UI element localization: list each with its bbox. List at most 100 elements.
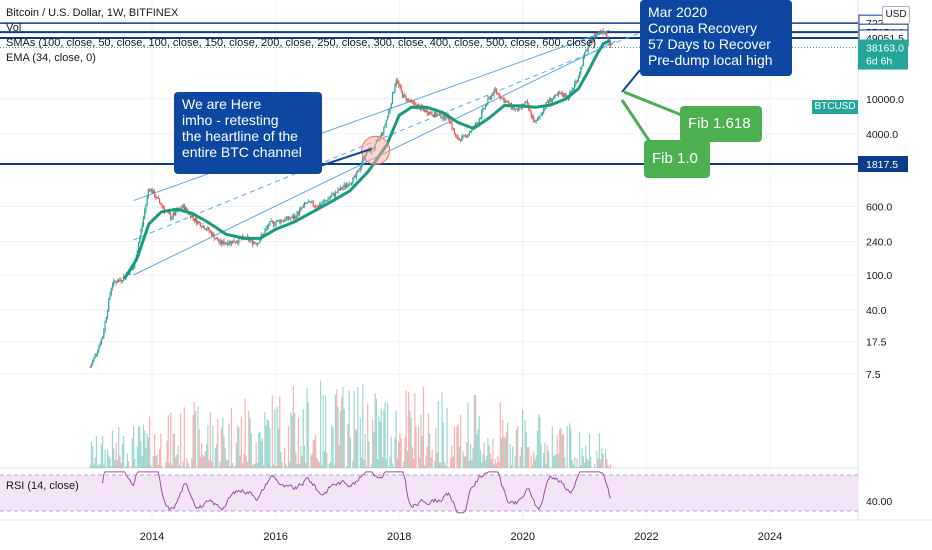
candle-body [326, 200, 328, 202]
candle-body [264, 230, 266, 235]
volume-bar [431, 449, 433, 468]
volume-bar [111, 430, 114, 468]
candle-body [249, 240, 251, 242]
volume-bar [239, 455, 241, 468]
volume-bar [103, 464, 105, 468]
callout-arrows [319, 69, 685, 167]
candle-body [202, 225, 204, 228]
volume-bar [399, 433, 401, 468]
volume-bar [473, 395, 475, 468]
volume-bar [279, 396, 281, 468]
volume-bar [131, 438, 133, 468]
candle-body [585, 50, 587, 53]
candle-body [482, 108, 484, 112]
volume-bar [607, 465, 609, 468]
candle-body [258, 242, 260, 244]
channel-line [133, 29, 647, 241]
candle-body [523, 103, 525, 106]
candle-body [161, 205, 163, 207]
volume-bar [466, 442, 468, 468]
candle-body [225, 242, 228, 244]
volume-bar [551, 426, 553, 468]
time-axis[interactable]: 2014 2016 2018 2020 2022 2024 [140, 531, 782, 543]
volume-bar [395, 410, 397, 468]
here-marker [361, 135, 391, 165]
candle-body [591, 38, 593, 43]
candle-body [606, 32, 608, 37]
volume-bar [352, 460, 354, 468]
candle-body [595, 35, 597, 37]
candle-body [89, 367, 91, 369]
candle-body [311, 201, 313, 203]
candle-body [105, 317, 107, 322]
volume-bar [254, 463, 256, 468]
volume-bar [238, 427, 240, 468]
price-axis[interactable]: 650000.0250000.010000.04000.0600.0240.01… [858, 0, 910, 508]
callout-line: 57 Days to Recover [648, 36, 771, 52]
candle-body [261, 234, 264, 236]
x-tick-label: 2016 [263, 531, 287, 543]
volume-bar [245, 455, 247, 468]
volume-bar [227, 459, 229, 468]
volume-bar [140, 441, 142, 468]
candle-body [455, 134, 457, 137]
callout-line: We are Here [182, 96, 262, 112]
candle-body [303, 202, 306, 206]
volume-bar [202, 455, 204, 468]
candle-body [544, 107, 546, 109]
volume-bar [99, 464, 101, 468]
candle-body [460, 138, 462, 142]
volume-bar [367, 403, 369, 468]
volume-bar [512, 446, 514, 468]
volume-bar [317, 460, 319, 468]
volume-bar [460, 414, 462, 468]
candle-body [269, 221, 271, 226]
volume-bar [404, 437, 406, 468]
volume-bar [134, 458, 136, 468]
volume-bar [280, 452, 282, 468]
candle-body [348, 184, 350, 187]
volume-bar [264, 411, 266, 468]
volume-bar [234, 465, 236, 468]
candle-body [113, 280, 115, 285]
volume-bar [285, 464, 287, 468]
volume-bar [328, 463, 330, 468]
y-tick-label: 10000.0 [866, 94, 904, 106]
volume-bar [517, 426, 519, 468]
candle-body [307, 201, 309, 203]
volume-bar [152, 456, 154, 468]
volume-bar [408, 391, 410, 468]
volume-bar [515, 429, 517, 468]
candle-body [168, 212, 171, 215]
callout-line: Corona Recovery [648, 20, 757, 36]
candle-body [233, 240, 235, 243]
candle-body [234, 242, 236, 244]
volume-bar [346, 466, 348, 468]
candle-body [389, 108, 391, 111]
rsi-legend: RSI (14, close) [6, 480, 79, 492]
candle-body [536, 118, 539, 121]
volume-bar [114, 460, 116, 468]
candle-body [312, 201, 314, 206]
candle-body [93, 357, 95, 361]
candle-body [541, 113, 544, 115]
candle-body [412, 101, 415, 103]
volume-bar [424, 465, 426, 468]
candle-body [97, 350, 99, 354]
candle-body [405, 95, 407, 101]
candle-body [580, 66, 582, 74]
candle-body [181, 207, 183, 210]
candle-body [593, 35, 596, 40]
volume-bar [90, 442, 93, 468]
currency-badge[interactable]: USD [882, 6, 910, 24]
candle-body [487, 98, 489, 104]
candle-body [341, 187, 343, 190]
candle-body [351, 183, 353, 185]
candle-body [308, 201, 311, 203]
candle-body [92, 360, 94, 365]
candle-body [451, 122, 453, 129]
volume-bar [155, 455, 157, 468]
candle-body [215, 238, 218, 240]
volume-bar [244, 398, 246, 468]
